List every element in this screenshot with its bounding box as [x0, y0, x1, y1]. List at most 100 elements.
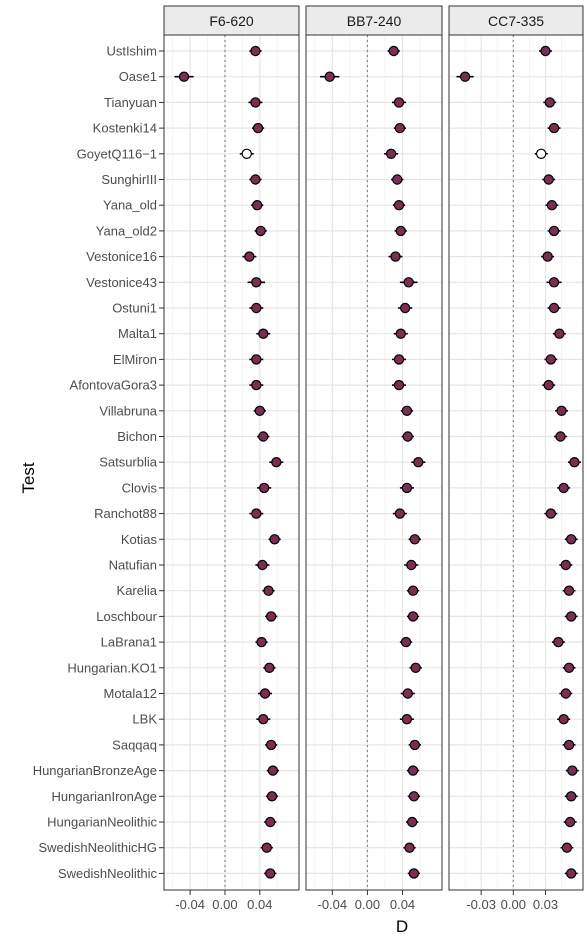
- data-point-Tianyuan: [248, 97, 263, 108]
- data-point-Kotias: [564, 534, 578, 545]
- data-point-SunghirIII: [542, 174, 556, 185]
- facet-title: BB7-240: [347, 13, 402, 29]
- y-tick-label: Motala12: [104, 686, 157, 701]
- point-marker: [548, 277, 560, 288]
- point-marker: [544, 97, 555, 108]
- point-marker: [324, 71, 335, 82]
- data-point-Oase1: [174, 71, 194, 82]
- data-point-LBK: [557, 714, 571, 725]
- point-marker: [546, 199, 558, 211]
- point-marker: [251, 302, 262, 314]
- data-point-Vestonice16: [388, 251, 403, 262]
- point-marker: [556, 405, 567, 416]
- data-point-Vestonice43: [546, 277, 562, 288]
- point-marker: [567, 765, 578, 776]
- y-tick-label: Kostenki14: [93, 121, 157, 136]
- y-tick-label: LaBrana1: [101, 635, 157, 650]
- point-marker: [265, 816, 276, 828]
- panel-border: [305, 34, 443, 891]
- data-point-Vestonice43: [247, 277, 266, 288]
- data-point-Villabruna: [253, 405, 266, 416]
- point-marker: [258, 431, 269, 442]
- point-marker: [257, 559, 268, 571]
- x-tick-label: 0.04: [390, 897, 415, 912]
- data-point-AfontovaGora3: [391, 379, 407, 391]
- y-tick-label: LBK: [132, 712, 157, 727]
- data-point-SwedishNeolithic: [407, 868, 421, 879]
- point-marker: [545, 354, 557, 365]
- y-tick-label: HungarianIronAge: [51, 789, 157, 804]
- data-point-SwedishNeolithicHG: [560, 842, 574, 853]
- point-marker: [409, 739, 420, 751]
- data-point-UstIshim: [387, 45, 400, 57]
- data-point-Kotias: [268, 534, 281, 545]
- point-marker: [258, 482, 270, 494]
- point-marker: [560, 688, 572, 699]
- data-point-HungarianIronAge: [265, 791, 279, 802]
- point-marker: [560, 559, 572, 571]
- point-marker: [261, 842, 272, 853]
- point-marker: [566, 534, 577, 545]
- data-point-SwedishNeolithicHG: [260, 842, 273, 853]
- point-marker: [404, 842, 415, 853]
- panel-border: [448, 34, 584, 891]
- data-point-Ranchot88: [544, 508, 558, 519]
- x-tick-label: -0.04: [175, 897, 205, 912]
- x-tick-label: -0.03: [466, 897, 496, 912]
- data-point-Saqqaq: [562, 739, 576, 751]
- data-point-Motala12: [559, 688, 573, 699]
- y-tick-label: Ranchot88: [94, 506, 157, 521]
- data-point-Yana_old: [545, 199, 559, 211]
- point-marker: [566, 868, 577, 879]
- y-tick-label: Vestonice43: [86, 275, 157, 290]
- y-tick-label: Yana_old2: [96, 223, 157, 238]
- point-marker: [407, 611, 419, 622]
- data-point-Natufian: [559, 559, 573, 571]
- point-marker: [255, 225, 266, 237]
- point-marker: [564, 816, 576, 828]
- data-point-LaBrana1: [551, 636, 565, 648]
- data-point-LaBrana1: [399, 636, 413, 648]
- y-tick-label: Hungarian.KO1: [67, 660, 157, 675]
- data-point-Ostuni1: [249, 302, 264, 314]
- point-marker: [408, 868, 420, 879]
- data-point-Satsurblia: [269, 457, 284, 468]
- y-tick-label: Kotias: [121, 532, 158, 547]
- data-point-Karelia: [562, 585, 576, 596]
- data-point-LBK: [399, 714, 414, 725]
- x-tick-label: 0.00: [501, 897, 526, 912]
- point-marker: [241, 148, 252, 159]
- y-tick-label: Satsurblia: [99, 455, 158, 470]
- point-marker: [394, 122, 406, 134]
- point-marker: [393, 379, 405, 391]
- point-marker: [393, 354, 405, 365]
- data-point-Yana_old2: [547, 225, 561, 237]
- point-marker: [251, 277, 262, 288]
- data-point-ElMiron: [544, 354, 558, 365]
- point-marker: [548, 225, 560, 237]
- point-marker: [554, 328, 565, 339]
- point-marker: [388, 45, 399, 57]
- y-tick-label: UstIshim: [106, 44, 157, 59]
- data-point-SunghirIII: [249, 174, 262, 185]
- y-tick-label: Tianyuan: [104, 95, 157, 110]
- facet-panel-2: CC7-335 -0.03 0.00 0.03: [448, 5, 584, 912]
- data-point-SwedishNeolithic: [264, 868, 277, 879]
- data-point-Vestonice43: [399, 277, 418, 288]
- x-tick-label: 0.04: [247, 897, 272, 912]
- data-point-Yana_old: [392, 199, 406, 211]
- y-tick-label: Vestonice16: [86, 249, 157, 264]
- point-marker: [406, 559, 417, 571]
- point-marker: [555, 431, 566, 442]
- facet-title: CC7-335: [488, 13, 544, 29]
- facet-panels: F6-620 -0.04 0.00 0.04 BB7-240 -0.04 0.00 0.04 C…: [163, 5, 584, 912]
- point-marker: [254, 405, 266, 416]
- y-tick-label: Saqqaq: [112, 737, 157, 752]
- x-tick-label: 0.03: [533, 897, 558, 912]
- data-point-Vestonice16: [541, 251, 555, 262]
- y-tick-label: Ostuni1: [112, 301, 157, 316]
- y-tick-label: Clovis: [122, 480, 158, 495]
- data-point-Ostuni1: [398, 302, 413, 314]
- facet-title: F6-620: [209, 13, 254, 29]
